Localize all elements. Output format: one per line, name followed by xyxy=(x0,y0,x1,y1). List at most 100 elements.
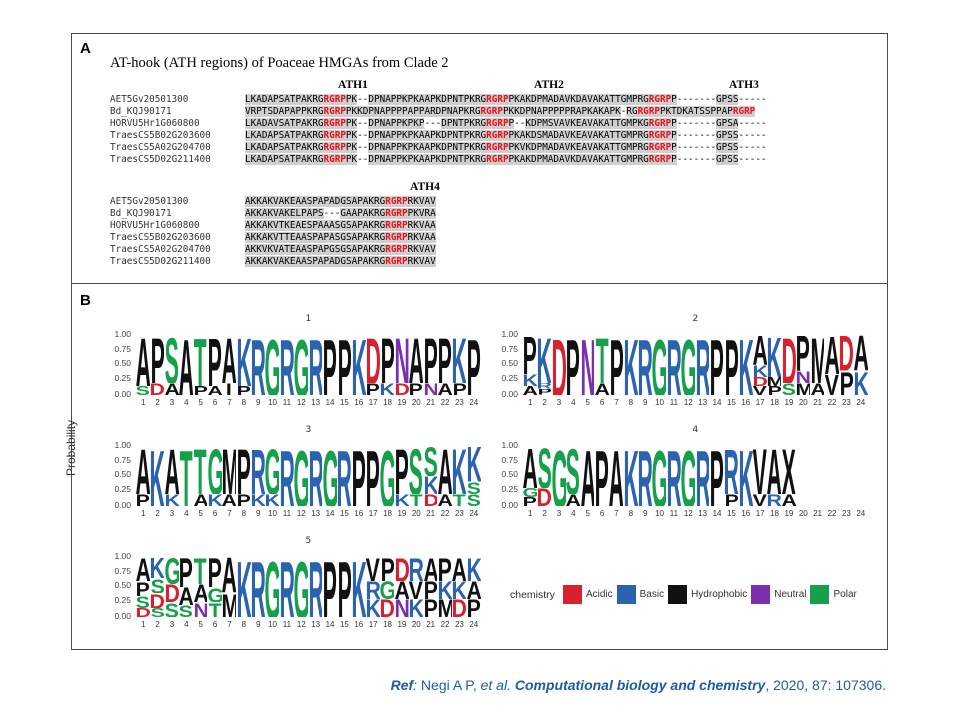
logo-glyph: K xyxy=(523,374,537,386)
logo-glyph: A xyxy=(767,446,782,494)
x-tick: 19 xyxy=(397,620,407,629)
logo-column: MA xyxy=(811,335,825,395)
sequence-id: TraesCS5A02G204700 xyxy=(110,142,211,153)
logo-glyph: T xyxy=(409,494,423,506)
logo-glyph: G xyxy=(265,446,279,494)
x-tick: 23 xyxy=(454,509,464,518)
legend-label: Basic xyxy=(639,589,665,600)
logo-glyph: G xyxy=(681,335,695,395)
logo-glyph: R xyxy=(279,446,294,506)
logo-glyph: R xyxy=(366,581,380,599)
logo-column: R xyxy=(696,335,710,395)
logo-glyph: P xyxy=(150,335,165,383)
x-tick: 23 xyxy=(454,398,464,407)
x-tick: 14 xyxy=(325,620,335,629)
x-tick: 7 xyxy=(227,620,232,629)
logo-glyph: G xyxy=(294,557,308,617)
logo-glyph: P xyxy=(609,335,624,395)
logo-column: P xyxy=(366,446,380,506)
logo-glyph: K xyxy=(265,494,280,506)
logo-glyph: K xyxy=(452,335,467,383)
logo-glyph: K xyxy=(251,494,265,506)
logo-column: R xyxy=(337,446,351,506)
ref-authors: Negi A P, xyxy=(417,677,481,693)
logo-glyph: K xyxy=(537,335,552,383)
logo-glyph: R xyxy=(695,446,710,506)
y-tick: 0.50 xyxy=(501,358,518,369)
logo-glyph: T xyxy=(193,557,207,584)
x-tick: 8 xyxy=(628,509,634,518)
x-tick: 16 xyxy=(354,620,364,629)
x-tick: 9 xyxy=(642,398,648,407)
logo-glyph: T xyxy=(193,446,207,494)
logo-column: K xyxy=(739,335,753,395)
logo-column: A xyxy=(581,446,595,506)
x-tick: 7 xyxy=(227,509,232,518)
logo-column: G xyxy=(380,446,394,506)
x-tick: 3 xyxy=(556,509,562,518)
x-tick: 19 xyxy=(784,509,794,518)
sequence-id: TraesCS5A02G204700 xyxy=(110,244,211,255)
logo-glyph: P xyxy=(724,335,739,395)
y-tick: 0.50 xyxy=(114,580,131,591)
x-tick: 13 xyxy=(311,509,321,518)
logo-glyph: P xyxy=(537,389,552,395)
logo-glyph: T xyxy=(179,446,193,506)
logo-glyph: P xyxy=(366,446,380,506)
logo-glyph: K xyxy=(164,494,179,506)
legend-item: Acidic xyxy=(562,585,613,604)
x-tick: 1 xyxy=(140,509,146,518)
y-axis-title: Probability xyxy=(64,419,78,476)
x-tick: 12 xyxy=(296,509,306,518)
logo-glyph: V xyxy=(753,446,767,494)
logo-glyph: P xyxy=(452,383,467,395)
x-tick: 3 xyxy=(556,398,562,407)
x-tick: 4 xyxy=(571,398,576,407)
x-tick: 3 xyxy=(169,398,175,407)
x-tick: 10 xyxy=(268,509,278,518)
x-tick: 7 xyxy=(614,509,619,518)
logo-column: GK xyxy=(265,446,279,506)
logo-glyph: D xyxy=(150,383,165,395)
logo-column: G xyxy=(681,335,695,395)
x-tick: 4 xyxy=(184,398,189,407)
x-tick: 15 xyxy=(339,509,349,518)
logo-glyph: A xyxy=(452,557,467,581)
logo-column: R xyxy=(309,557,323,617)
x-tick: 21 xyxy=(426,620,436,629)
logo-glyph: A xyxy=(409,335,423,383)
logo-glyph: D xyxy=(164,584,179,602)
ref-journal: Computational biology and chemistry xyxy=(514,677,766,693)
logo-glyph: R xyxy=(308,557,323,617)
x-tick: 17 xyxy=(368,620,378,629)
x-tick: 7 xyxy=(614,398,619,407)
sequence: AKKVKVATEAASPAPGSGSAPAKRGRGRPRKVAV xyxy=(245,244,436,255)
y-tick: 0.25 xyxy=(501,484,518,495)
logo-glyph: R xyxy=(409,557,423,581)
logo-glyph: V xyxy=(366,557,380,581)
logo-glyph: D xyxy=(839,335,854,371)
logo-glyph: A xyxy=(179,335,193,395)
x-tick: 10 xyxy=(268,398,278,407)
logo-glyph: K xyxy=(753,365,767,377)
x-tick: 19 xyxy=(784,398,794,407)
logo-glyph: S xyxy=(164,602,179,617)
x-tick: 19 xyxy=(397,398,407,407)
x-tick: 12 xyxy=(296,398,306,407)
x-tick: 3 xyxy=(169,620,175,629)
